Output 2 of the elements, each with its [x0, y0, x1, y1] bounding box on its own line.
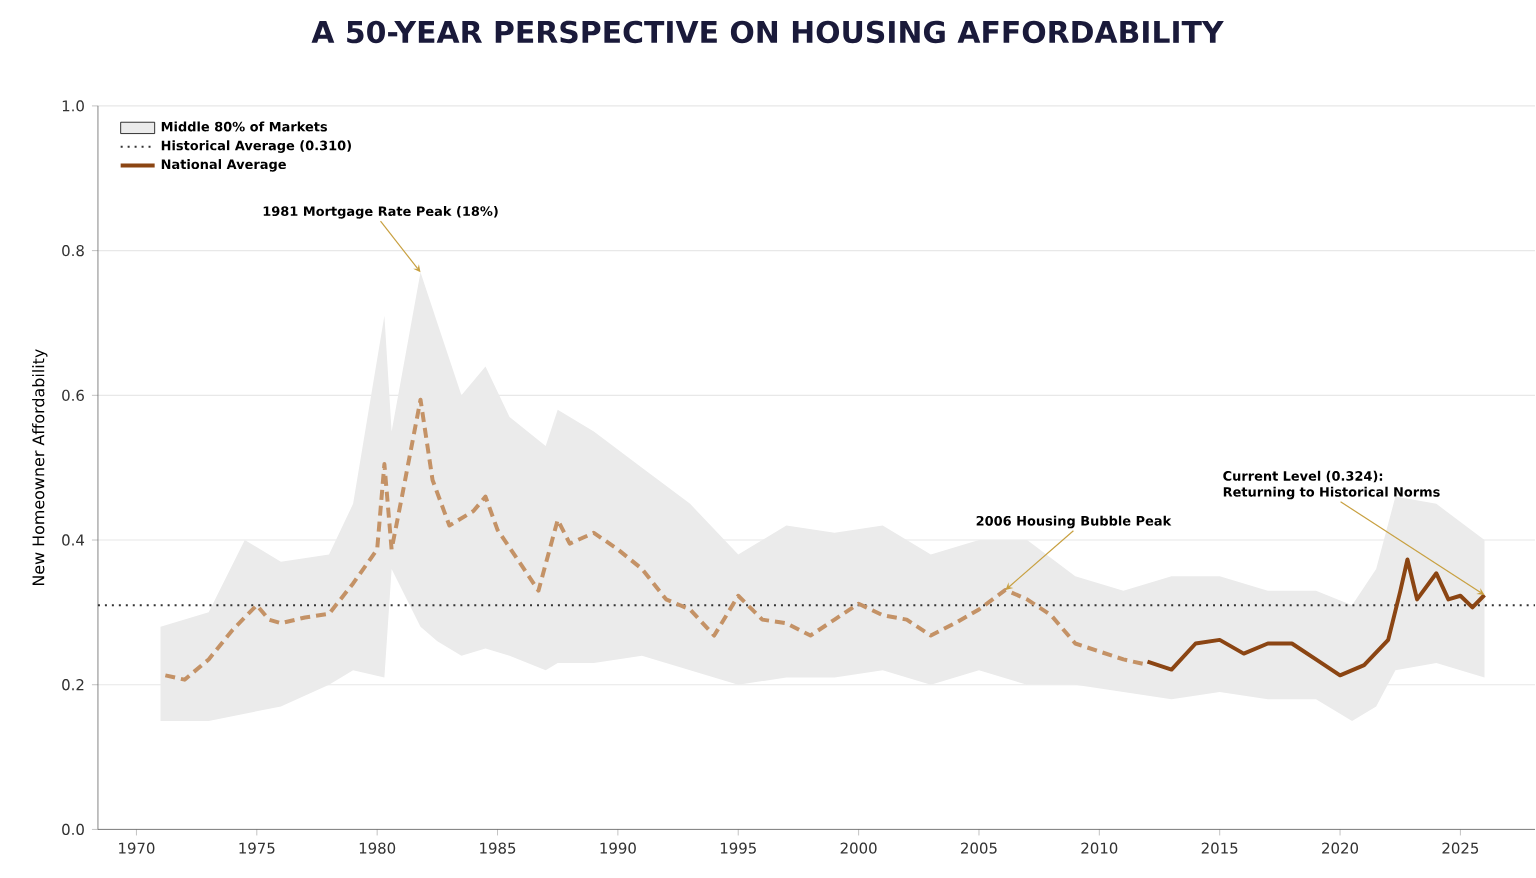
line-series — [1145, 557, 1487, 678]
chart-title: A 50-YEAR PERSPECTIVE ON HOUSING AFFORDABILITY — [311, 20, 1224, 44]
